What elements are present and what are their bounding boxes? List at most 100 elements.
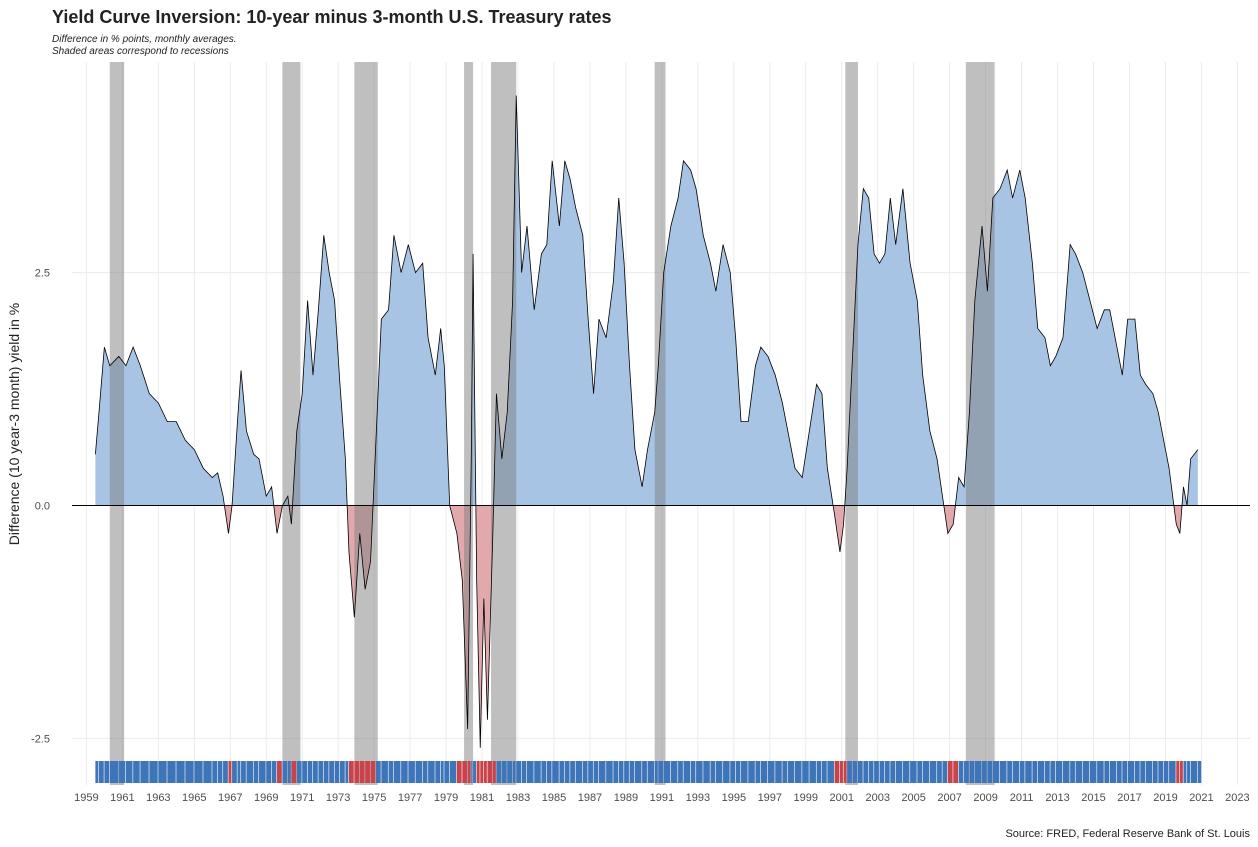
rug-bar [176,761,185,783]
rug-bar [969,761,975,783]
rug-bar [1109,761,1117,783]
rug-bar [658,761,664,783]
x-tick-label: 1961 [110,792,134,804]
rug-bar [471,761,473,783]
rug-bar [1075,761,1083,783]
rug-bar [827,761,834,783]
rug-bar [370,761,376,783]
line [94,95,1199,748]
rug-bar [98,761,104,783]
rug-bar [516,761,522,783]
rug-bar [879,761,885,783]
rug-bar [259,761,266,783]
recession-band [654,62,666,785]
rug-bar [816,761,822,783]
rug-bar [741,761,748,783]
rug-bar [647,761,655,783]
rug-bar [473,761,477,783]
rug-bar [683,761,691,783]
rug-bar [1082,761,1090,783]
rug-bar [642,761,647,783]
rug-bar [415,761,423,783]
rug-bar [863,761,869,783]
rug-bar [723,761,730,783]
rug-bar [546,761,552,783]
rug-bar [312,761,318,783]
rug-bar [109,761,119,783]
recession-band [464,62,474,785]
x-tick-label: 1973 [326,792,350,804]
rug-bar [942,761,948,783]
rug-bar [618,761,624,783]
rug-bar [95,761,99,783]
rug-bar [629,761,635,783]
x-tick-label: 1985 [542,792,566,804]
x-tick-label: 1977 [398,792,422,804]
x-tick-label: 1979 [434,792,458,804]
rug-bar [241,761,246,783]
y-axis-label: Difference (10 year-3 month) yield in % [6,303,22,546]
x-tick-label: 1971 [290,792,314,804]
positive-area [95,95,1198,506]
rug-bar [1183,761,1187,783]
rug-bar [287,761,291,783]
rug-bar [408,761,415,783]
rug-bar [253,761,259,783]
rug-bar [1152,761,1158,783]
rug-bar [748,761,755,783]
rug-bar [140,761,149,783]
rug-bar [534,761,541,783]
rug-bar [365,761,370,783]
rug-bar [212,761,218,783]
rug-bar [782,761,788,783]
rug-bar [710,761,716,783]
rug-bar [1187,761,1191,783]
rug-bar [787,761,795,783]
rug-bar [703,761,710,783]
rug-bar [559,761,565,783]
rug-bar [496,761,502,783]
rug-bar [809,761,816,783]
x-tick-label: 2023 [1225,792,1249,804]
rug-bar [133,761,140,783]
rug-bar [730,761,736,783]
rug-bar [1179,761,1183,783]
rug-bar [444,761,450,783]
rug-bar [1122,761,1128,783]
rug-bar [492,761,496,783]
x-tick-label: 1989 [614,792,638,804]
x-tick-label: 1969 [254,792,278,804]
rug-bar [910,761,917,783]
rug-bar [527,761,534,783]
rug-bar [1169,761,1176,783]
rug-bar [922,761,930,783]
rug-bar [1055,761,1063,783]
rug-bar [1176,761,1180,783]
rug-bar [521,761,527,783]
rug-bar [917,761,923,783]
rug-bar [1019,761,1025,783]
x-tick-label: 1999 [794,792,818,804]
x-tick-label: 1959 [74,792,98,804]
rug-bar [118,761,126,783]
rug-bar [296,761,302,783]
rug-bar [1197,761,1202,783]
rug-bar [307,761,313,783]
rug-bar [1044,761,1050,783]
rug-bar [696,761,703,783]
rug-bar [964,761,969,783]
rug-bar [937,761,942,783]
x-tick-label: 1991 [650,792,674,804]
rug-bar [237,761,241,783]
rug-bar [953,761,959,783]
rug-bar [185,761,194,783]
rug-bar [775,761,782,783]
rug-bar [802,761,809,783]
rug-bar [1032,761,1038,783]
rug-bar [388,761,394,783]
x-tick-label: 2011 [1010,792,1034,804]
rug-bar [167,761,176,783]
subtitle: Difference in % points, monthly averages… [52,34,237,45]
rug-bar [422,761,428,783]
rug-bar [890,761,896,783]
